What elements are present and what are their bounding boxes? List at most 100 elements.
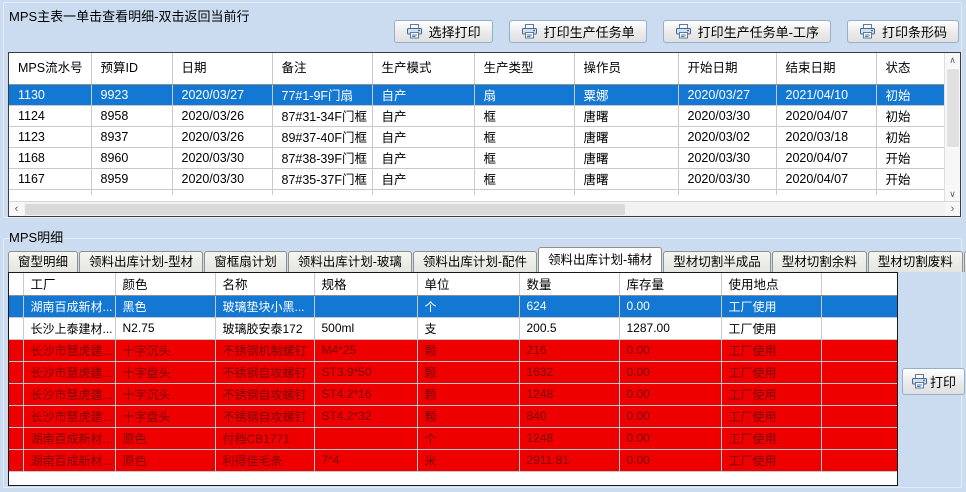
cell[interactable]: 1130	[9, 84, 92, 106]
cell[interactable]: 不锈钢自攻螺钉	[215, 405, 315, 428]
vertical-scrollbar-thumb[interactable]	[947, 69, 959, 147]
cell[interactable]: 89#37-40F门框	[272, 126, 373, 148]
cell[interactable]: ST3.9*50	[314, 361, 418, 384]
cell[interactable]: 87#35-37F门框	[272, 168, 373, 190]
column-header[interactable]: 数量	[519, 273, 620, 296]
cell[interactable]: 长沙市慧虎建...	[23, 405, 116, 428]
tab-9[interactable]: 型材切割废料	[867, 251, 963, 272]
cell[interactable]: 2911.81	[519, 449, 620, 472]
scroll-right-icon[interactable]	[945, 202, 960, 216]
cell[interactable]: 1248	[519, 383, 620, 406]
tab-10[interactable]: 工序	[963, 251, 966, 272]
cell[interactable]: 1167	[9, 168, 92, 190]
horizontal-scrollbar-thumb[interactable]	[25, 204, 625, 215]
cell[interactable]: 唐曙	[574, 126, 679, 148]
cell[interactable]: 开始	[876, 147, 946, 169]
cell[interactable]: 颗	[417, 383, 520, 406]
cell[interactable]: 利得佳毛条	[215, 449, 315, 472]
cell[interactable]: 框	[474, 126, 575, 148]
cell[interactable]: 颗	[417, 405, 520, 428]
column-header[interactable]: 名称	[215, 273, 315, 296]
cell[interactable]: 1287.00	[619, 317, 722, 340]
vertical-scrollbar[interactable]	[944, 53, 960, 202]
cell[interactable]: 87#38-39F门框	[272, 147, 373, 169]
cell[interactable]: 0.00	[619, 295, 722, 318]
cell[interactable]: 216	[519, 339, 620, 362]
column-header[interactable]: 工厂	[23, 273, 116, 296]
column-header[interactable]: 结束日期	[776, 53, 877, 85]
cell[interactable]: 十字沉头	[115, 339, 216, 362]
cell[interactable]: 工厂使用	[721, 427, 822, 450]
cell[interactable]: 2020/04/07	[776, 105, 877, 127]
cell[interactable]: 自产	[372, 84, 475, 106]
material-row[interactable]: 长沙市慧虎建... 十字沉头 不锈钢自攻螺钉 ST4.2*16 颗 1248 0.00 工厂使…	[9, 383, 897, 406]
cell[interactable]: 工厂使用	[721, 361, 822, 384]
cell[interactable]: 不锈钢机制螺钉	[215, 339, 315, 362]
cell[interactable]: 长沙上泰建材...	[23, 317, 116, 340]
cell[interactable]: M4*25	[314, 339, 418, 362]
tab-3[interactable]: 窗框扇计划	[204, 251, 287, 272]
cell[interactable]: 2021/04/10	[776, 84, 877, 106]
material-row[interactable]: 湖南百成新材... 原色 付档CB1771 个 1248 0.00 工厂使用	[9, 427, 897, 450]
tab-5[interactable]: 领料出库计划-配件	[412, 251, 538, 272]
cell[interactable]: 2020/03/30	[678, 105, 777, 127]
cell[interactable]: 624	[519, 295, 620, 318]
cell[interactable]: 扇	[474, 84, 575, 106]
mps-row[interactable]: 1167 8959 2020/03/30 87#35-37F门框 自产框唐曙 2020/0…	[9, 168, 946, 190]
mps-row[interactable]: 1130 9923 2020/03/27 77#1-9F门扇 自产扇粟娜 2020/03/…	[9, 84, 946, 106]
print-production-order-button[interactable]: 打印生产任务单	[508, 20, 647, 43]
material-row[interactable]: 长沙市慧虎建... 十字沉头 不锈钢机制螺钉 M4*25 颗 216 0.00 工厂使用	[9, 339, 897, 362]
cell[interactable]: 十字盘头	[115, 361, 216, 384]
tab-8[interactable]: 型材切割余料	[771, 251, 867, 272]
cell[interactable]: 自产	[372, 147, 475, 169]
cell[interactable]: 颗	[417, 339, 520, 362]
cell[interactable]: 1124	[9, 105, 92, 127]
cell[interactable]: 8960	[91, 147, 173, 169]
cell[interactable]: 玻璃胶安泰172	[215, 317, 315, 340]
cell[interactable]: 1632	[519, 361, 620, 384]
cell[interactable]: 2020/03/27	[678, 84, 777, 106]
cell[interactable]: 1168	[9, 147, 92, 169]
cell[interactable]: 初始	[876, 126, 946, 148]
cell[interactable]: 粟娜	[574, 84, 679, 106]
cell[interactable]: 不锈钢自攻螺钉	[215, 383, 315, 406]
cell[interactable]: 2020/03/30	[678, 168, 777, 190]
mps-row[interactable]: 1168 8960 2020/03/30 87#38-39F门框 自产框唐曙 2020/0…	[9, 147, 946, 169]
scroll-left-icon[interactable]	[9, 202, 24, 216]
cell[interactable]: 米	[417, 449, 520, 472]
column-header[interactable]: 预算ID	[91, 53, 173, 85]
column-header[interactable]: 规格	[314, 273, 418, 296]
column-header[interactable]: 日期	[172, 53, 273, 85]
cell[interactable]: 长沙市慧虎建...	[23, 361, 116, 384]
cell[interactable]: 2020/03/18	[776, 126, 877, 148]
cell[interactable]: 工厂使用	[721, 295, 822, 318]
cell[interactable]: 2020/03/26	[172, 105, 273, 127]
material-row[interactable]: 长沙市慧虎建... 十字盘头 不锈钢自攻螺钉 ST3.9*50 颗 1632 0.00 工厂使…	[9, 361, 897, 384]
cell[interactable]: 200.5	[519, 317, 620, 340]
cell[interactable]: 2020/03/30	[172, 147, 273, 169]
column-header[interactable]: 单位	[417, 273, 520, 296]
column-header[interactable]: 操作员	[574, 53, 679, 85]
cell[interactable]: 1123	[9, 126, 92, 148]
tab-6[interactable]: 领料出库计划-辅材	[538, 247, 663, 272]
cell[interactable]: 不锈钢自攻螺钉	[215, 361, 315, 384]
print-production-order-process-button[interactable]: 打印生产任务单-工序	[662, 20, 831, 43]
column-header[interactable]: 使用地点	[721, 273, 822, 296]
horizontal-scrollbar[interactable]	[9, 201, 960, 216]
cell[interactable]	[314, 295, 418, 318]
cell[interactable]: 2020/03/26	[172, 126, 273, 148]
cell[interactable]: 玻璃垫块小黑...	[215, 295, 315, 318]
cell[interactable]: ST4.2*32	[314, 405, 418, 428]
cell[interactable]: 开始	[876, 168, 946, 190]
column-header[interactable]: 库存量	[619, 273, 722, 296]
cell[interactable]: ST4.2*16	[314, 383, 418, 406]
material-row[interactable]: 长沙上泰建材... N2.75 玻璃胶安泰172 500ml 支 200.5 1287.00…	[9, 317, 897, 340]
cell[interactable]: 十字盘头	[115, 405, 216, 428]
cell[interactable]: 77#1-9F门扇	[272, 84, 373, 106]
scroll-up-icon[interactable]	[945, 53, 960, 68]
cell[interactable]: 8959	[91, 168, 173, 190]
cell[interactable]: 框	[474, 147, 575, 169]
cell[interactable]: 长沙市慧虎建...	[23, 383, 116, 406]
cell[interactable]: 500ml	[314, 317, 418, 340]
cell[interactable]: 8958	[91, 105, 173, 127]
